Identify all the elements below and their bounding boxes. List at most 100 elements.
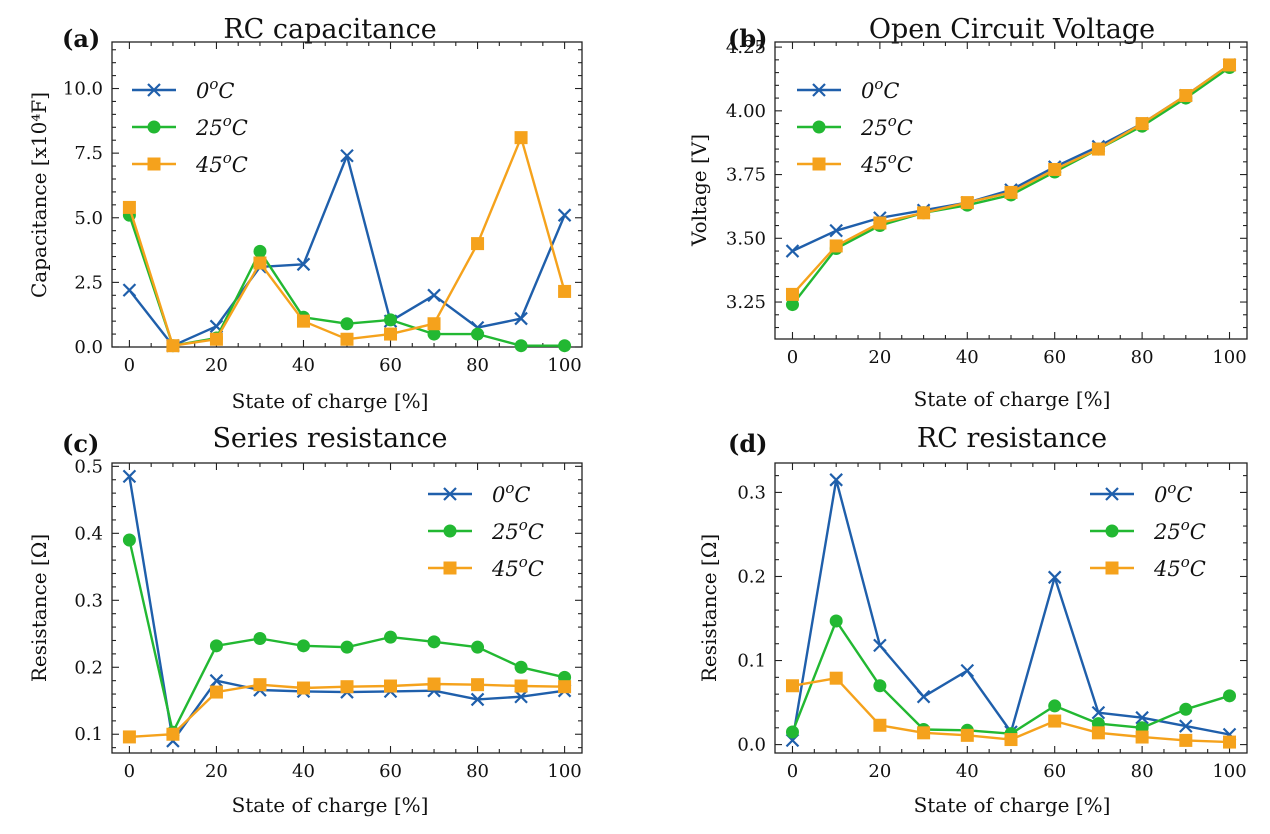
data-point <box>296 257 311 272</box>
legend-label-unit: C <box>528 557 544 581</box>
panel-label: (b) <box>728 24 768 53</box>
x-tick-label: 80 <box>1131 347 1154 368</box>
legend-entry: 45oC <box>1090 553 1206 581</box>
data-point <box>384 630 398 644</box>
legend-label: 45oC <box>860 149 913 177</box>
data-point <box>427 327 441 341</box>
data-point <box>1091 142 1105 156</box>
data-point <box>1135 730 1149 744</box>
x-tick-label: 80 <box>1131 761 1154 782</box>
legend-label-base: 45 <box>860 153 888 177</box>
series-0C <box>122 469 572 748</box>
legend-label-sup: o <box>888 149 897 167</box>
series-line <box>128 136 566 347</box>
x-tick-label: 100 <box>547 355 581 376</box>
data-point <box>122 469 137 484</box>
legend-label-base: 45 <box>195 153 223 177</box>
x-tick-label: 40 <box>956 347 979 368</box>
data-point <box>785 725 799 739</box>
data-point <box>829 239 843 253</box>
data-point <box>471 327 485 341</box>
y-tick-label: 10.0 <box>63 79 103 100</box>
y-tick-label: 3.50 <box>726 228 766 249</box>
legend-label-unit: C <box>883 79 899 103</box>
data-point <box>873 679 887 693</box>
legend-entry: 0oC <box>132 75 234 103</box>
y-tick-label: 0.5 <box>74 456 103 477</box>
data-point <box>122 533 136 547</box>
x-tick-label: 80 <box>466 355 489 376</box>
data-point <box>1223 735 1237 749</box>
series-line <box>791 63 1231 296</box>
data-point <box>427 677 441 691</box>
data-point <box>1091 726 1105 740</box>
data-point <box>514 339 528 353</box>
data-point <box>917 206 931 220</box>
data-point <box>340 640 354 654</box>
x-tick-label: 80 <box>466 761 489 782</box>
data-point <box>253 256 267 270</box>
y-tick-label: 0.3 <box>737 482 766 503</box>
data-point <box>785 287 799 301</box>
legend-entry: 25oC <box>797 112 913 140</box>
legend-label-base: 25 <box>491 520 519 544</box>
data-point <box>960 728 974 742</box>
data-point <box>471 640 485 654</box>
legend-entry: 25oC <box>428 516 544 544</box>
y-tick-label: 0.3 <box>74 590 103 611</box>
legend-label-sup: o <box>1181 553 1190 571</box>
chart-panel-1: Open Circuit Voltage (b) 0 20 40 60 80 100 3.25 3… <box>687 14 1248 411</box>
x-tick-label: 60 <box>379 355 402 376</box>
y-tick-label: 0.4 <box>74 523 103 544</box>
data-point <box>1048 699 1062 713</box>
data-point <box>209 332 223 346</box>
data-point <box>384 679 398 693</box>
y-tick-label: 0.0 <box>737 735 766 756</box>
legend-label-unit: C <box>897 116 913 140</box>
y-tick-label: 3.75 <box>726 165 766 186</box>
legend-entry: 45oC <box>797 149 913 177</box>
legend-label-unit: C <box>897 153 913 177</box>
legend-label-base: 0 <box>1154 483 1167 507</box>
series-45C <box>122 677 572 744</box>
data-point <box>470 692 485 707</box>
x-tick-label: 20 <box>205 761 228 782</box>
legend-marker <box>147 83 161 97</box>
chart-title: RC capacitance <box>223 14 436 45</box>
x-tick-label: 20 <box>868 347 891 368</box>
y-axis-label: Resistance [Ω] <box>697 534 721 682</box>
series-45C <box>785 58 1237 301</box>
x-axis-label: State of charge [%] <box>232 793 429 817</box>
panel-label: (a) <box>62 24 100 53</box>
legend-entry: 0oC <box>428 479 530 507</box>
data-point <box>785 679 799 693</box>
x-tick-label: 40 <box>292 355 315 376</box>
chart-panel-3: RC resistance (d) 0 20 40 60 80 100 0.0 0.1 0.2 0.3… <box>697 423 1248 817</box>
y-tick-label: 0.0 <box>74 337 103 358</box>
legend-label-sup: o <box>888 112 897 130</box>
legend-label-unit: C <box>232 153 248 177</box>
legend-label-base: 25 <box>860 116 888 140</box>
legend-label-unit: C <box>1176 483 1192 507</box>
data-point <box>916 689 931 704</box>
data-point <box>471 678 485 692</box>
x-axis-label: State of charge [%] <box>914 387 1111 411</box>
legend-label: 25oC <box>195 112 248 140</box>
plot-frame <box>111 41 583 348</box>
data-point <box>785 244 800 258</box>
y-tick-label: 2.5 <box>74 272 103 293</box>
data-point <box>1048 714 1062 728</box>
data-point <box>1004 733 1018 747</box>
x-tick-label: 0 <box>124 761 135 782</box>
data-point <box>340 148 354 163</box>
y-axis-label: Resistance [Ω] <box>27 534 51 682</box>
legend-label: 25oC <box>491 516 544 544</box>
data-point <box>1179 733 1193 747</box>
data-point <box>471 237 485 251</box>
legend-marker <box>1105 561 1119 575</box>
legend-label-unit: C <box>232 116 248 140</box>
legend-entry: 25oC <box>1090 516 1206 544</box>
x-tick-label: 0 <box>787 761 798 782</box>
data-point <box>1135 117 1149 131</box>
legend-label-unit: C <box>1190 557 1206 581</box>
